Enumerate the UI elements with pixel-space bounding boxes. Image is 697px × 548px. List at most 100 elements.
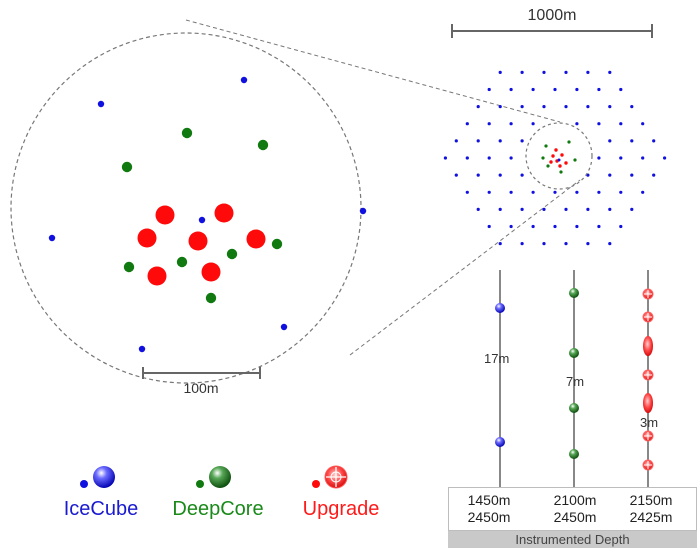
- icecube-string-dot: [443, 156, 447, 160]
- icecube-string-dot: [564, 70, 568, 74]
- icecube-string-dot: [575, 87, 579, 92]
- legend-deepcore-label: DeepCore: [172, 498, 263, 520]
- spacing-label-icecube: 17m: [484, 351, 509, 366]
- legend-upgrade-small-dot: [312, 480, 320, 488]
- upgrade-string-dot: [554, 148, 558, 152]
- icecube-string-dot: [619, 156, 623, 160]
- icecube-string-dot: [240, 76, 248, 84]
- icecube-string-dot: [542, 105, 546, 109]
- icecube-string-dot: [465, 190, 469, 194]
- zoom-circle: [10, 32, 362, 384]
- deepcore-string-dot: [176, 256, 188, 268]
- icecube-string-dot: [509, 190, 513, 194]
- icecube-string-dot: [641, 156, 645, 160]
- deepcore-string-dot: [573, 158, 577, 162]
- legend-deepcore-small-dot: [196, 480, 204, 488]
- icecube-string-dot: [597, 87, 601, 92]
- icecube-string-dot: [641, 190, 645, 194]
- icecube-string-dot: [520, 242, 524, 246]
- icecube-string-dot: [608, 207, 612, 211]
- icecube-string-dot: [586, 105, 590, 109]
- icecube-string-dot: [641, 122, 645, 126]
- legend-upgrade-label: Upgrade: [303, 498, 380, 520]
- icecube-string-dot: [597, 190, 601, 194]
- icecube-string-dot: [509, 87, 513, 92]
- icecube-dom: [495, 437, 505, 447]
- icecube-string-dot: [608, 242, 612, 246]
- icecube-string-dot: [487, 87, 491, 92]
- icecube-string-dot: [531, 190, 535, 194]
- upgrade-degg: [643, 336, 653, 356]
- upgrade-string-dot: [147, 266, 167, 286]
- icecube-string-dot: [520, 207, 524, 211]
- icecube-string-dot: [487, 156, 491, 160]
- upgrade-string-dot: [188, 231, 208, 251]
- icecube-string-dot: [487, 122, 491, 126]
- icecube-string-dot: [542, 70, 546, 74]
- deepcore-dom: [569, 288, 579, 298]
- icecube-string-dot: [597, 156, 601, 160]
- deepcore-string-dot: [123, 261, 135, 273]
- upgrade-dom: [642, 459, 654, 471]
- icecube-string-dot: [619, 122, 623, 126]
- deepcore-string-dot: [271, 238, 283, 250]
- icecube-string-dot: [498, 207, 502, 211]
- icecube-string-dot: [608, 105, 612, 109]
- icecube-string-dot: [553, 87, 557, 92]
- icecube-string-dot: [531, 122, 535, 126]
- scale-bar-1000m: 1000m: [451, 7, 653, 38]
- icecube-string-dot: [575, 190, 579, 194]
- icecube-string-dot: [198, 216, 206, 224]
- icecube-string-dot: [619, 224, 623, 229]
- depth-upgrade: 2150m 2425m: [611, 492, 691, 526]
- legend-icecube-label: IceCube: [64, 498, 139, 520]
- icecube-string-dot: [542, 207, 546, 211]
- string-upgrade: 3m: [640, 270, 658, 487]
- deepcore-string-dot: [205, 292, 217, 304]
- string-deepcore: 7m: [566, 270, 584, 487]
- icecube-string-dot: [531, 87, 535, 92]
- icecube-string-dot: [498, 70, 502, 74]
- icecube-string-dot: [553, 224, 557, 229]
- depth-caption: Instrumented Depth: [448, 531, 697, 548]
- upgrade-string-dot: [560, 153, 564, 157]
- icecube-string-dot: [520, 139, 524, 143]
- icecube-string-dot: [553, 190, 557, 194]
- spacing-label-upgrade: 3m: [640, 415, 658, 430]
- scale-label-1000m: 1000m: [528, 7, 577, 24]
- icecube-string-dot: [575, 122, 579, 126]
- deepcore-string-dot: [226, 248, 238, 260]
- legend: IceCube DeepCore Upgrade: [64, 465, 380, 520]
- icecube-string-dot: [630, 207, 634, 211]
- zoom-connector-top: [185, 19, 561, 123]
- icecube-dom: [495, 303, 505, 313]
- icecube-string-dot: [564, 242, 568, 246]
- upgrade-degg: [643, 393, 653, 413]
- icecube-string-dot: [608, 139, 612, 143]
- icecube-string-dot: [520, 105, 524, 109]
- icecube-string-dot: [359, 207, 367, 215]
- icecube-string-dot: [608, 173, 612, 177]
- zoom-region-marker: [525, 122, 593, 190]
- icecube-string-dot: [586, 70, 590, 74]
- deepcore-upgrade-center: [541, 140, 577, 174]
- legend-deepcore-sphere-icon: [209, 466, 231, 488]
- deepcore-dom: [569, 403, 579, 413]
- upgrade-string-dot: [155, 205, 175, 225]
- icecube-string-dot: [138, 345, 146, 353]
- icecube-string-dot: [509, 122, 513, 126]
- spacing-label-deepcore: 7m: [566, 374, 584, 389]
- icecube-string-dot: [586, 207, 590, 211]
- icecube-string-dot: [597, 224, 601, 229]
- depth-deepcore-top: 2100m: [553, 492, 597, 508]
- deepcore-string-dot: [559, 170, 563, 174]
- icecube-string-dot: [498, 242, 502, 246]
- icecube-string-dot: [564, 207, 568, 211]
- icecube-string-dot: [48, 234, 56, 242]
- deepcore-string-dot: [544, 144, 548, 148]
- legend-icecube-sphere-icon: [93, 466, 115, 488]
- icecube-string-dot: [652, 139, 656, 143]
- deepcore-string-dot: [257, 139, 269, 151]
- icecube-string-dot: [465, 122, 469, 126]
